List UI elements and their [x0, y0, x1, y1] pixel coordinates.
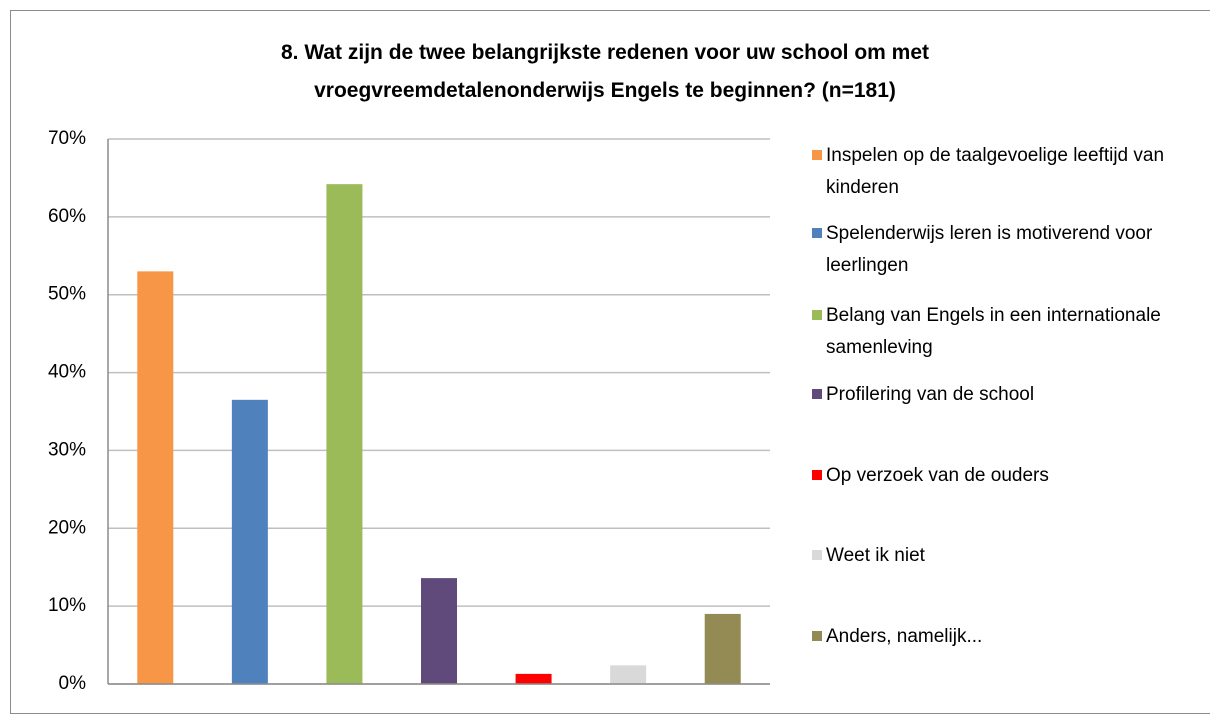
y-tick-label: 60%	[48, 206, 86, 227]
legend-item: Spelenderwijs leren is motiverend voor l…	[812, 218, 1210, 282]
y-tick-label: 30%	[48, 439, 86, 460]
bar	[610, 665, 647, 684]
bar	[421, 578, 457, 684]
bar	[326, 184, 363, 684]
y-tick-label: 70%	[48, 128, 86, 149]
legend-swatch	[812, 389, 822, 399]
legend-item: Anders, namelijk...	[812, 621, 1210, 653]
legend-label: Belang van Engels in een internationale …	[826, 305, 1161, 358]
y-tick-label: 50%	[48, 284, 86, 305]
chart-title: 8. Wat zijn de twee belangrijkste redene…	[280, 41, 930, 102]
legend-swatch	[812, 310, 822, 320]
bar	[704, 613, 741, 684]
legend-swatch	[812, 228, 822, 238]
legend-item: Inspelen op de taalgevoelige leeftijd va…	[812, 140, 1210, 204]
legend-label: Inspelen op de taalgevoelige leeftijd va…	[826, 145, 1165, 198]
y-tick-label: 40%	[48, 362, 86, 383]
legend-item: Op verzoek van de ouders	[812, 460, 1210, 492]
legend-item: Belang van Engels in een internationale …	[812, 300, 1210, 364]
legend-label: Weet ik niet	[826, 545, 925, 566]
y-tick-label: 0%	[59, 673, 87, 694]
bar	[231, 399, 268, 684]
legend-label: Op verzoek van de ouders	[826, 465, 1049, 486]
y-tick-label: 10%	[48, 595, 86, 616]
bar	[515, 673, 552, 684]
legend-item: Weet ik niet	[812, 540, 1210, 572]
legend-label: Anders, namelijk...	[826, 626, 983, 647]
legend-label: Profilering van de school	[826, 384, 1035, 405]
legend-swatch	[812, 631, 822, 641]
legend-label: Spelenderwijs leren is motiverend voor l…	[826, 223, 1153, 276]
legend-swatch	[812, 150, 822, 160]
y-tick-label: 20%	[48, 517, 86, 538]
legend-swatch	[812, 470, 822, 480]
legend-item: Profilering van de school	[812, 379, 1210, 411]
bar	[137, 271, 174, 684]
legend-swatch	[812, 550, 822, 560]
